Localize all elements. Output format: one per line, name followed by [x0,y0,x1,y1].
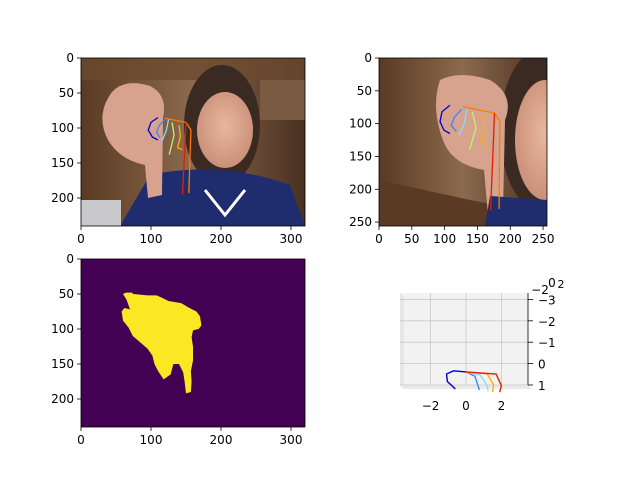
panel-2-image [379,58,547,226]
y-tick-label: 1 [538,379,546,393]
panel-3-frame [80,258,306,428]
x-tick-label: 50 [404,232,419,246]
y-tick-label: 100 [51,121,74,135]
y-tick-label: 100 [349,117,372,131]
y-tick-label: 0 [538,358,546,372]
mask-background [81,259,305,427]
x-tick-label: 300 [280,232,303,246]
x-tick-label: 150 [466,232,489,246]
y-tick-label: −2 [538,315,556,329]
panel-2-skeleton [439,104,501,211]
skeleton-palm [164,117,192,194]
panel-4-skeleton [445,370,503,393]
skeleton-middle [161,119,170,141]
y-tick-label: 0 [364,51,372,65]
y-tick-label: 200 [51,191,74,205]
z-tick-label: −2 [531,283,549,297]
x-tick-label: 300 [280,433,303,447]
panel-2-frame [378,57,548,227]
x-tick-label: 0 [77,433,85,447]
skeleton-thumb [439,104,451,135]
x-tick-label: 100 [140,232,163,246]
x-tick-label: 0 [462,399,470,413]
y-tick-label: −3 [538,293,556,307]
panel-1-axes: 0 100 200 300 0 50 100 150 200 [51,51,302,246]
skeleton-ring [168,122,175,155]
y-tick-label: 250 [349,215,372,229]
skeleton-index [155,119,166,139]
y-tick-label: 0 [66,51,74,65]
panel-4-axes: −2 0 210−1−2−3−2 0 2 [422,276,565,413]
panel-1-image [81,58,305,226]
panel-1-photo: 0 100 200 300 0 50 100 150 200 [51,51,306,246]
pane-floor [400,385,532,389]
skeleton-3d-finger [445,370,467,390]
y-tick-label: −1 [538,336,556,350]
skeleton-ring [468,111,477,151]
skeleton-little [479,115,487,146]
panel-1-frame [80,57,306,227]
y-tick-label: 200 [51,392,74,406]
y-tick-label: 150 [349,149,372,163]
x-tick-label: −2 [422,399,440,413]
x-tick-label: 0 [77,232,85,246]
skeleton-3d-finger [465,371,489,392]
x-tick-label: 100 [140,433,163,447]
y-tick-label: 50 [59,287,74,301]
panel-3-mask: 0 100 200 300 0 50 100 150 200 [51,252,306,447]
skeleton-3d-finger [465,371,503,393]
panel-4-grid [400,293,528,386]
x-tick-label: 0 [375,232,383,246]
mask-foreground [121,292,202,394]
y-tick-label: 50 [357,84,372,98]
x-tick-label: 200 [499,232,522,246]
skeleton-thumb [147,116,159,141]
y-tick-label: 200 [349,182,372,196]
x-tick-label: 100 [433,232,456,246]
y-tick-label: 100 [51,322,74,336]
panel-3-axes: 0 100 200 300 0 50 100 150 200 [51,252,302,447]
skeleton-wrist [181,122,187,195]
skeleton-wrist [489,113,496,211]
x-tick-label: 200 [210,232,233,246]
y-tick-label: 150 [51,156,74,170]
mask-fragment [126,292,133,295]
y-tick-label: 0 [66,252,74,266]
skeleton-little [176,125,183,151]
y-tick-label: 150 [51,357,74,371]
x-tick-label: 250 [532,232,555,246]
skeleton-index [450,108,463,132]
skeleton-3d-finger [465,371,480,391]
skeleton-middle [458,109,468,136]
pane-left [400,293,404,389]
z-tick-label: 2 [558,278,565,291]
panel-1-skeleton [147,116,192,195]
x-tick-label: 2 [498,399,506,413]
panel-4-3d-plot: −2 0 210−1−2−3−2 0 2 [400,276,565,413]
x-tick-label: 200 [210,433,233,447]
z-tick-label: 0 [548,276,556,290]
skeleton-palm [462,105,501,209]
y-tick-label: 50 [59,86,74,100]
pane-back [400,293,528,385]
